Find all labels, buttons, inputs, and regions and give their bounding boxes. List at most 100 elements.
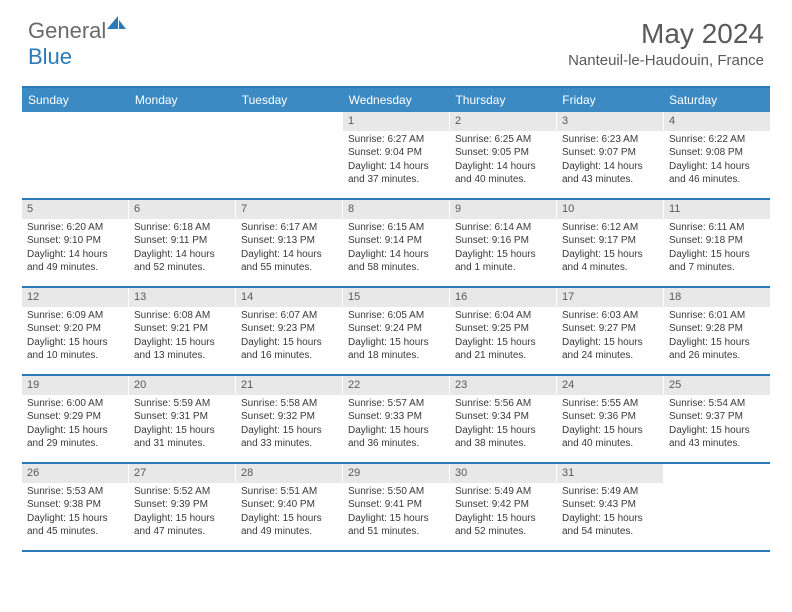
sunset-line: Sunset: 9:25 PM bbox=[455, 322, 551, 336]
daylight-line: Daylight: 15 hours and 1 minute. bbox=[455, 248, 551, 275]
sunset-line: Sunset: 9:27 PM bbox=[562, 322, 658, 336]
day-number: 29 bbox=[343, 464, 449, 483]
sunset-line: Sunset: 9:16 PM bbox=[455, 234, 551, 248]
day-body: Sunrise: 5:56 AMSunset: 9:34 PMDaylight:… bbox=[450, 397, 556, 454]
sunset-line: Sunset: 9:20 PM bbox=[27, 322, 123, 336]
sunrise-line: Sunrise: 6:23 AM bbox=[562, 133, 658, 147]
day-cell: 9Sunrise: 6:14 AMSunset: 9:16 PMDaylight… bbox=[450, 200, 557, 286]
day-number: 28 bbox=[236, 464, 342, 483]
day-body: Sunrise: 5:57 AMSunset: 9:33 PMDaylight:… bbox=[343, 397, 449, 454]
day-number: 27 bbox=[129, 464, 235, 483]
sunset-line: Sunset: 9:34 PM bbox=[455, 410, 551, 424]
sunrise-line: Sunrise: 6:12 AM bbox=[562, 221, 658, 235]
day-body: Sunrise: 6:15 AMSunset: 9:14 PMDaylight:… bbox=[343, 221, 449, 278]
sunrise-line: Sunrise: 6:07 AM bbox=[241, 309, 337, 323]
daylight-line: Daylight: 15 hours and 54 minutes. bbox=[562, 512, 658, 539]
daylight-line: Daylight: 14 hours and 46 minutes. bbox=[669, 160, 765, 187]
day-body: Sunrise: 5:54 AMSunset: 9:37 PMDaylight:… bbox=[664, 397, 770, 454]
day-number: 13 bbox=[129, 288, 235, 307]
daylight-line: Daylight: 15 hours and 29 minutes. bbox=[27, 424, 123, 451]
sunset-line: Sunset: 9:28 PM bbox=[669, 322, 765, 336]
daylight-line: Daylight: 15 hours and 51 minutes. bbox=[348, 512, 444, 539]
sunset-line: Sunset: 9:38 PM bbox=[27, 498, 123, 512]
day-number: 30 bbox=[450, 464, 556, 483]
daylight-line: Daylight: 14 hours and 52 minutes. bbox=[134, 248, 230, 275]
day-number: 20 bbox=[129, 376, 235, 395]
day-number: 6 bbox=[129, 200, 235, 219]
sunset-line: Sunset: 9:05 PM bbox=[455, 146, 551, 160]
day-body: Sunrise: 6:07 AMSunset: 9:23 PMDaylight:… bbox=[236, 309, 342, 366]
daylight-line: Daylight: 15 hours and 16 minutes. bbox=[241, 336, 337, 363]
day-body: Sunrise: 6:00 AMSunset: 9:29 PMDaylight:… bbox=[22, 397, 128, 454]
day-body: Sunrise: 6:23 AMSunset: 9:07 PMDaylight:… bbox=[557, 133, 663, 190]
day-header: Wednesday bbox=[343, 88, 450, 112]
sunset-line: Sunset: 9:23 PM bbox=[241, 322, 337, 336]
day-cell: 12Sunrise: 6:09 AMSunset: 9:20 PMDayligh… bbox=[22, 288, 129, 374]
day-header: Friday bbox=[556, 88, 663, 112]
daylight-line: Daylight: 14 hours and 55 minutes. bbox=[241, 248, 337, 275]
day-body: Sunrise: 6:12 AMSunset: 9:17 PMDaylight:… bbox=[557, 221, 663, 278]
day-body: Sunrise: 6:01 AMSunset: 9:28 PMDaylight:… bbox=[664, 309, 770, 366]
week-row: 26Sunrise: 5:53 AMSunset: 9:38 PMDayligh… bbox=[22, 464, 770, 552]
daylight-line: Daylight: 15 hours and 38 minutes. bbox=[455, 424, 551, 451]
day-cell: 26Sunrise: 5:53 AMSunset: 9:38 PMDayligh… bbox=[22, 464, 129, 550]
day-header-row: SundayMondayTuesdayWednesdayThursdayFrid… bbox=[22, 88, 770, 112]
day-cell: 11Sunrise: 6:11 AMSunset: 9:18 PMDayligh… bbox=[664, 200, 770, 286]
day-cell: 20Sunrise: 5:59 AMSunset: 9:31 PMDayligh… bbox=[129, 376, 236, 462]
daylight-line: Daylight: 15 hours and 47 minutes. bbox=[134, 512, 230, 539]
day-cell: 13Sunrise: 6:08 AMSunset: 9:21 PMDayligh… bbox=[129, 288, 236, 374]
daylight-line: Daylight: 15 hours and 13 minutes. bbox=[134, 336, 230, 363]
sunset-line: Sunset: 9:17 PM bbox=[562, 234, 658, 248]
sunrise-line: Sunrise: 6:05 AM bbox=[348, 309, 444, 323]
sunset-line: Sunset: 9:32 PM bbox=[241, 410, 337, 424]
daylight-line: Daylight: 14 hours and 49 minutes. bbox=[27, 248, 123, 275]
sunrise-line: Sunrise: 6:20 AM bbox=[27, 221, 123, 235]
day-cell: 4Sunrise: 6:22 AMSunset: 9:08 PMDaylight… bbox=[664, 112, 770, 198]
daylight-line: Daylight: 15 hours and 45 minutes. bbox=[27, 512, 123, 539]
day-body: Sunrise: 6:27 AMSunset: 9:04 PMDaylight:… bbox=[343, 133, 449, 190]
sunset-line: Sunset: 9:14 PM bbox=[348, 234, 444, 248]
day-number: 19 bbox=[22, 376, 128, 395]
sunrise-line: Sunrise: 6:14 AM bbox=[455, 221, 551, 235]
header: GeneralBlue May 2024 Nanteuil-le-Haudoui… bbox=[0, 0, 792, 78]
logo-general: General bbox=[28, 18, 106, 43]
sunrise-line: Sunrise: 6:18 AM bbox=[134, 221, 230, 235]
day-cell bbox=[129, 112, 236, 198]
sunrise-line: Sunrise: 5:51 AM bbox=[241, 485, 337, 499]
sunrise-line: Sunrise: 5:57 AM bbox=[348, 397, 444, 411]
day-body: Sunrise: 6:05 AMSunset: 9:24 PMDaylight:… bbox=[343, 309, 449, 366]
sunset-line: Sunset: 9:08 PM bbox=[669, 146, 765, 160]
sunset-line: Sunset: 9:31 PM bbox=[134, 410, 230, 424]
sunrise-line: Sunrise: 5:58 AM bbox=[241, 397, 337, 411]
day-header: Saturday bbox=[663, 88, 770, 112]
day-number: 1 bbox=[343, 112, 449, 131]
calendar: SundayMondayTuesdayWednesdayThursdayFrid… bbox=[22, 86, 770, 552]
daylight-line: Daylight: 15 hours and 36 minutes. bbox=[348, 424, 444, 451]
daylight-line: Daylight: 15 hours and 49 minutes. bbox=[241, 512, 337, 539]
day-number: 26 bbox=[22, 464, 128, 483]
sunrise-line: Sunrise: 6:22 AM bbox=[669, 133, 765, 147]
day-number: 16 bbox=[450, 288, 556, 307]
sunrise-line: Sunrise: 6:25 AM bbox=[455, 133, 551, 147]
day-number: 31 bbox=[557, 464, 663, 483]
day-cell: 25 Sunrise: 5:54 AMSunset: 9:37 PMDayligh… bbox=[664, 376, 770, 462]
sunrise-line: Sunrise: 6:15 AM bbox=[348, 221, 444, 235]
day-body: Sunrise: 6:18 AMSunset: 9:11 PMDaylight:… bbox=[129, 221, 235, 278]
location: Nanteuil-le-Haudouin, France bbox=[568, 52, 764, 69]
title-block: May 2024 Nanteuil-le-Haudouin, France bbox=[568, 18, 764, 69]
day-cell: 8Sunrise: 6:15 AMSunset: 9:14 PMDaylight… bbox=[343, 200, 450, 286]
sunrise-line: Sunrise: 6:00 AM bbox=[27, 397, 123, 411]
day-cell: 3Sunrise: 6:23 AMSunset: 9:07 PMDaylight… bbox=[557, 112, 664, 198]
logo: GeneralBlue bbox=[28, 18, 128, 70]
day-cell bbox=[22, 112, 129, 198]
day-number: 25 bbox=[664, 376, 770, 395]
day-number: 7 bbox=[236, 200, 342, 219]
sunset-line: Sunset: 9:39 PM bbox=[134, 498, 230, 512]
sunrise-line: Sunrise: 5:54 AM bbox=[669, 397, 765, 411]
day-cell: 29Sunrise: 5:50 AMSunset: 9:41 PMDayligh… bbox=[343, 464, 450, 550]
day-number: 22 bbox=[343, 376, 449, 395]
day-number: 15 bbox=[343, 288, 449, 307]
sunrise-line: Sunrise: 6:09 AM bbox=[27, 309, 123, 323]
day-body: Sunrise: 6:22 AMSunset: 9:08 PMDaylight:… bbox=[664, 133, 770, 190]
day-body: Sunrise: 6:11 AMSunset: 9:18 PMDaylight:… bbox=[664, 221, 770, 278]
